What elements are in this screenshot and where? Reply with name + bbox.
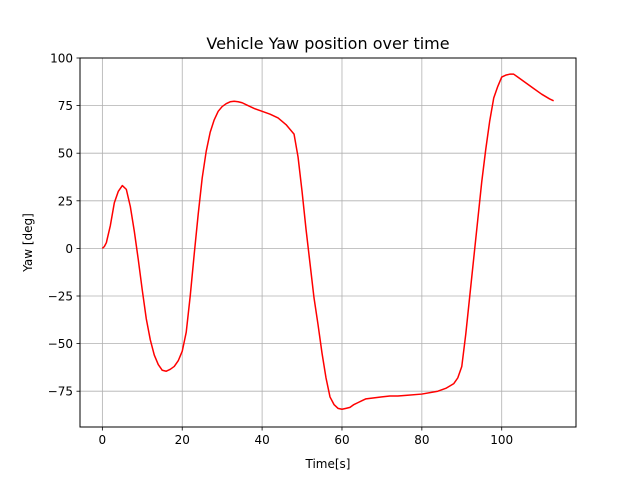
plot-area: [101, 73, 554, 411]
x-tick-label: 80: [414, 433, 429, 447]
x-tick-label: 40: [254, 433, 269, 447]
x-axis-label: Time[s]: [305, 457, 351, 471]
x-tick-label: 0: [99, 433, 107, 447]
y-tick-label: 50: [58, 147, 73, 161]
y-axis: −75 −50 −25 0 25 50 75 100: [48, 52, 80, 399]
x-tick-label: 20: [175, 433, 190, 447]
y-tick-label: −50: [48, 337, 73, 351]
chart-title: Vehicle Yaw position over time: [206, 34, 449, 53]
axes-frame: [79, 57, 577, 428]
x-tick-label: 60: [334, 433, 349, 447]
y-tick-label: −25: [48, 290, 73, 304]
y-tick-label: −75: [48, 385, 73, 399]
y-tick-label: 0: [65, 242, 73, 256]
y-axis-label: Yaw [deg]: [21, 213, 35, 273]
x-axis: 0 20 40 60 80 100: [99, 427, 513, 447]
x-tick-label: 100: [490, 433, 513, 447]
y-tick-label: 100: [50, 52, 73, 66]
yaw-series-line: [101, 73, 554, 411]
y-tick-label: 75: [58, 99, 73, 113]
y-tick-label: 25: [58, 194, 73, 208]
